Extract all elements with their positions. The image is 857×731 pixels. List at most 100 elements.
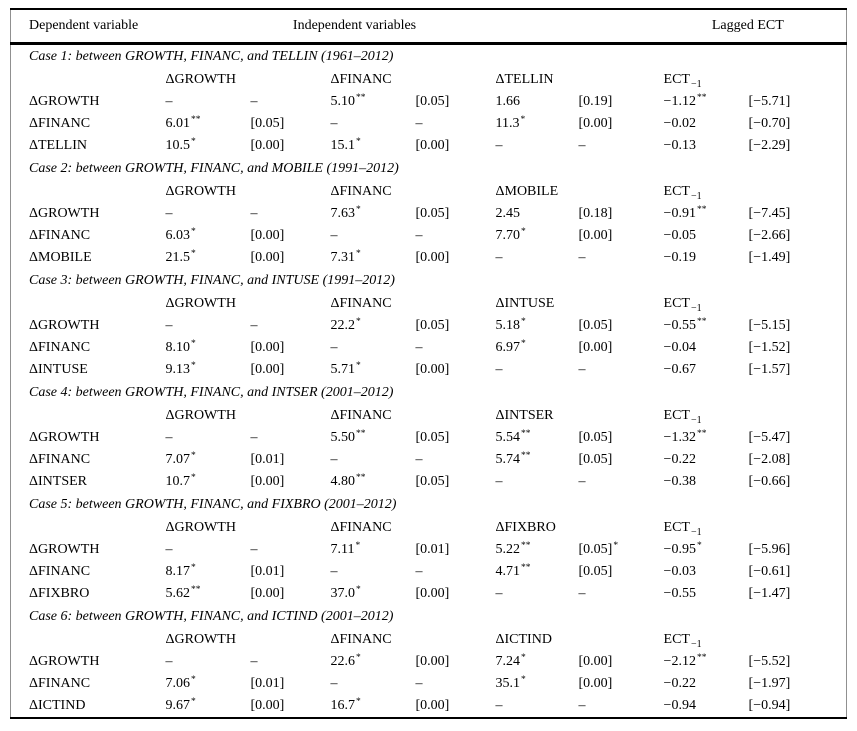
- stat-cell: 7.31*: [330, 249, 361, 265]
- col-header-ect: ECT−1: [664, 404, 847, 427]
- row-label: ΔFINANC: [29, 564, 91, 579]
- table-row: ΔGROWTH – – 5.10** [0.05] 1.66 [0.19] −1.12** [−…: [11, 91, 847, 113]
- table-row: ΔINTUSE 9.13* [0.00] 5.71* [0.00] – – −0.67 [−1.…: [11, 359, 847, 381]
- significance-stars: *: [191, 675, 196, 685]
- significance-stars: *: [356, 361, 361, 371]
- stat-cell: 21.5*: [165, 249, 196, 265]
- stat-cell: –: [165, 206, 173, 221]
- ect-subscript: −1: [691, 302, 702, 314]
- pvalue-cell: –: [578, 250, 586, 265]
- significance-stars: *: [613, 541, 619, 551]
- significance-stars: **: [521, 541, 531, 551]
- stat-cell: –: [330, 564, 338, 579]
- col-header-growth: ΔGROWTH: [165, 295, 236, 311]
- pvalue-cell: [−0.94]: [748, 698, 791, 713]
- row-label: ΔGROWTH: [29, 318, 100, 333]
- row-label: ΔGROWTH: [29, 94, 100, 109]
- pvalue-cell: [0.00]: [250, 474, 285, 489]
- stat-cell: −0.67: [663, 362, 696, 377]
- pvalue-cell: [−1.49]: [748, 250, 791, 265]
- stat-cell: 22.2*: [330, 317, 361, 333]
- case-title-cell: Case 2: between GROWTH, FINANC, and MOBI…: [11, 157, 847, 180]
- significance-stars: *: [191, 137, 196, 147]
- row-label: ΔGROWTH: [29, 654, 100, 669]
- pvalue-cell: –: [250, 318, 258, 333]
- pvalue-cell: –: [415, 340, 423, 355]
- col-header-third: ΔTELLIN: [495, 71, 554, 87]
- pvalue-cell: [0.00]: [250, 250, 285, 265]
- pvalue-cell: [0.05]: [415, 430, 450, 445]
- col-header-growth: ΔGROWTH: [165, 631, 236, 647]
- stat-cell: 6.03*: [165, 227, 196, 243]
- table-row: ΔGROWTH – – 22.6* [0.00] 7.24* [0.00] −2.12** [−…: [11, 651, 847, 673]
- pvalue-cell: –: [415, 564, 423, 579]
- case-title-cell: Case 3: between GROWTH, FINANC, and INTU…: [11, 269, 847, 292]
- table-row: ΔGROWTH – – 7.11* [0.01] 5.22** [0.05]* −0.95* […: [11, 539, 847, 561]
- significance-stars: *: [356, 585, 361, 595]
- pvalue-cell: [0.19]: [578, 94, 613, 109]
- significance-stars: **: [356, 93, 366, 103]
- stat-cell: −0.19: [663, 250, 696, 265]
- stat-cell: 2.45: [495, 206, 521, 221]
- case-title: Case 5: between GROWTH, FINANC, and FIXB…: [29, 496, 397, 512]
- stat-cell: 7.11*: [330, 541, 361, 557]
- table-row: ΔFINANC 8.10* [0.00] – – 6.97* [0.00] −0.04 [−1.…: [11, 337, 847, 359]
- significance-stars: *: [191, 227, 196, 237]
- pvalue-cell: [−2.08]: [748, 452, 791, 467]
- significance-stars: *: [356, 137, 361, 147]
- stat-cell: 37.0*: [330, 585, 361, 601]
- pvalue-cell: [0.01]: [250, 452, 285, 467]
- case-title: Case 3: between GROWTH, FINANC, and INTU…: [29, 272, 395, 288]
- pvalue-cell: [−5.47]: [748, 430, 791, 445]
- stat-cell: –: [165, 318, 173, 333]
- col-header-third: ΔINTUSE: [495, 295, 555, 311]
- row-label: ΔFINANC: [29, 676, 91, 691]
- stat-cell: −1.32**: [663, 429, 707, 445]
- pvalue-cell: [−0.70]: [748, 116, 791, 131]
- stat-cell: −0.55**: [663, 317, 707, 333]
- pvalue-cell: [0.00]: [415, 586, 450, 601]
- stat-cell: –: [495, 586, 503, 601]
- row-label: ΔFINANC: [29, 228, 91, 243]
- pvalue-cell: –: [578, 362, 586, 377]
- table-row: ΔICTIND 9.67* [0.00] 16.7* [0.00] – – −0.94 [−0.…: [11, 695, 847, 718]
- stat-cell: −0.04: [663, 340, 696, 355]
- row-label: ΔFINANC: [29, 452, 91, 467]
- col-header-growth: ΔGROWTH: [165, 71, 236, 87]
- col-header-third: ΔMOBILE: [495, 183, 559, 199]
- row-label: ΔFINANC: [29, 340, 91, 355]
- case-title-cell: Case 5: between GROWTH, FINANC, and FIXB…: [11, 493, 847, 516]
- significance-stars: *: [356, 249, 361, 259]
- pvalue-cell: [−0.66]: [748, 474, 791, 489]
- case-col-header-row: ΔGROWTH ΔFINANC ΔINTSER ECT−1: [11, 404, 847, 427]
- col-header-third: ΔINTSER: [495, 407, 554, 423]
- pvalue-cell: [0.00]: [415, 362, 450, 377]
- stat-cell: −0.91**: [663, 205, 707, 221]
- stat-cell: 8.10*: [165, 339, 196, 355]
- stat-cell: −0.03: [663, 564, 696, 579]
- stat-cell: −0.95*: [663, 541, 702, 557]
- stat-cell: –: [165, 94, 173, 109]
- pvalue-cell: [0.05]: [578, 564, 613, 579]
- significance-stars: *: [696, 541, 702, 551]
- stat-cell: –: [495, 138, 503, 153]
- case-title-row: Case 1: between GROWTH, FINANC, and TELL…: [11, 44, 847, 69]
- significance-stars: *: [356, 317, 361, 327]
- stat-cell: 4.80**: [330, 473, 366, 489]
- table-row: ΔMOBILE 21.5* [0.00] 7.31* [0.00] – – −0.19 [−1.…: [11, 247, 847, 269]
- stat-cell: 7.63*: [330, 205, 361, 221]
- stat-cell: 7.07*: [165, 451, 196, 467]
- stat-cell: 7.70*: [495, 227, 526, 243]
- pvalue-cell: [0.05]: [415, 94, 450, 109]
- stat-cell: –: [495, 698, 503, 713]
- pvalue-cell: –: [250, 430, 258, 445]
- stat-cell: 10.7*: [165, 473, 196, 489]
- pvalue-cell: [−1.47]: [748, 586, 791, 601]
- significance-stars: *: [191, 697, 196, 707]
- col-header-ect: ECT−1: [664, 628, 847, 651]
- causality-results-table: Dependent variable Independent variables…: [10, 8, 848, 719]
- pvalue-cell: [0.05]: [415, 474, 450, 489]
- row-label: ΔFIXBRO: [29, 586, 90, 601]
- pvalue-cell: [0.00]: [250, 362, 285, 377]
- table-row: ΔINTSER 10.7* [0.00] 4.80** [0.05] – – −0.38 [−0…: [11, 471, 847, 493]
